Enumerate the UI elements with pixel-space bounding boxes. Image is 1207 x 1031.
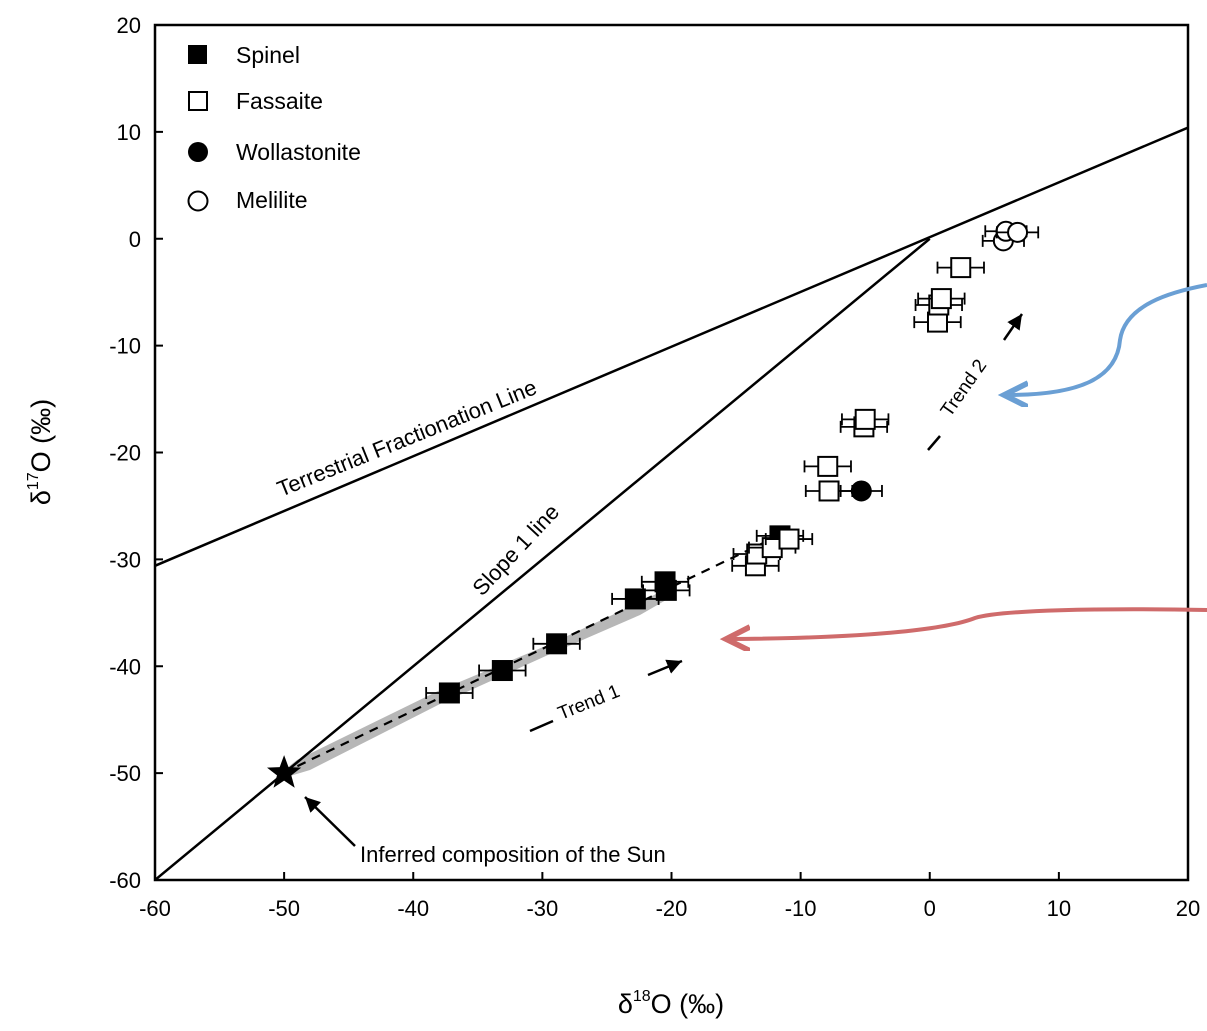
legend-label-wollastonite: Wollastonite [236,139,361,165]
slope-1-line [155,237,931,880]
y-tick-label: -20 [109,441,141,466]
trend1-arrow [647,659,683,677]
fassaite-marker [778,528,800,550]
y-tick-label: -30 [109,547,141,572]
y-tick-label: 10 [117,120,141,145]
spinel-point [611,588,660,610]
y-tick-label: -40 [109,654,141,679]
fassaite-point [917,288,966,310]
trend1-dashed-line [282,534,781,774]
legend-label-fassaite: Fassaite [236,88,323,114]
legend: Spinel Fassaite Wollastonite Melilite [187,42,361,213]
spinel-point [532,633,581,655]
fassaite-marker [930,288,952,310]
spinel-point [425,682,474,704]
fassaite-marker [817,455,839,477]
trend1-left-dash [529,719,554,733]
y-tick-label: 20 [117,13,141,38]
sun-label: Inferred composition of the Sun [360,842,666,867]
melilite-marker [1007,221,1029,243]
fassaite-point [803,455,852,477]
y-axis-title: δ17O (‰) [25,399,56,505]
fassaite-marker [854,408,876,430]
x-tick-label: 20 [1176,896,1200,921]
slope1-label: Slope 1 line [467,499,564,600]
fassaite-marker [950,257,972,279]
fassaite-point [936,257,985,279]
x-tick-label: -50 [268,896,300,921]
x-tick-label: -30 [526,896,558,921]
x-tick-label: -40 [397,896,429,921]
tfl-label: Terrestrial Fractionation Line [274,374,541,501]
x-tick-label: -10 [785,896,817,921]
spinel-marker [438,682,460,704]
legend-marker-fassaite [188,91,208,111]
axis-ticks: -60 -50 -40 -30 -20 -10 0 10 20 20 10 0 -10 -20 -30 -40… [109,13,1200,921]
spinel-marker [655,579,677,601]
fassaite-point [764,528,814,550]
spinel-marker [491,660,513,682]
trend2-label: Trend 2 [937,356,991,421]
x-tick-label: 0 [924,896,936,921]
terrestrial-fractionation-line [155,126,1188,567]
spinel-point [642,579,691,601]
legend-marker-melilite [187,190,209,212]
y-tick-label: -10 [109,334,141,359]
data-points [425,220,1040,704]
y-tick-label: -50 [109,761,141,786]
red-curved-arrow [730,607,1207,639]
spinel-marker [624,588,646,610]
fassaite-point [913,311,962,333]
x-axis-title: δ18O (‰) [618,988,724,1019]
legend-label-spinel: Spinel [236,42,300,68]
y-tick-label: -60 [109,868,141,893]
fassaite-marker [818,480,840,502]
legend-marker-spinel [188,45,207,64]
legend-label-melilite: Melilite [236,187,308,213]
blue-curved-arrow [1008,283,1207,395]
x-tick-label: -60 [139,896,171,921]
x-tick-label: 10 [1047,896,1071,921]
wollastonite-point [839,480,883,502]
spinel-marker [546,633,568,655]
x-tick-label: -20 [656,896,688,921]
trend2-arrow [1002,313,1024,341]
spinel-point [478,660,527,682]
wollastonite-marker [850,480,872,502]
legend-marker-wollastonite [188,142,208,162]
trend2-left-dash [927,435,941,451]
sun-star-marker [267,755,302,788]
trend1-label: Trend 1 [555,681,623,725]
fassaite-point [841,408,890,430]
sun-arrow [304,796,356,847]
melilite-point [995,221,1040,243]
fassaite-point [748,537,797,559]
y-tick-label: 0 [129,227,141,252]
